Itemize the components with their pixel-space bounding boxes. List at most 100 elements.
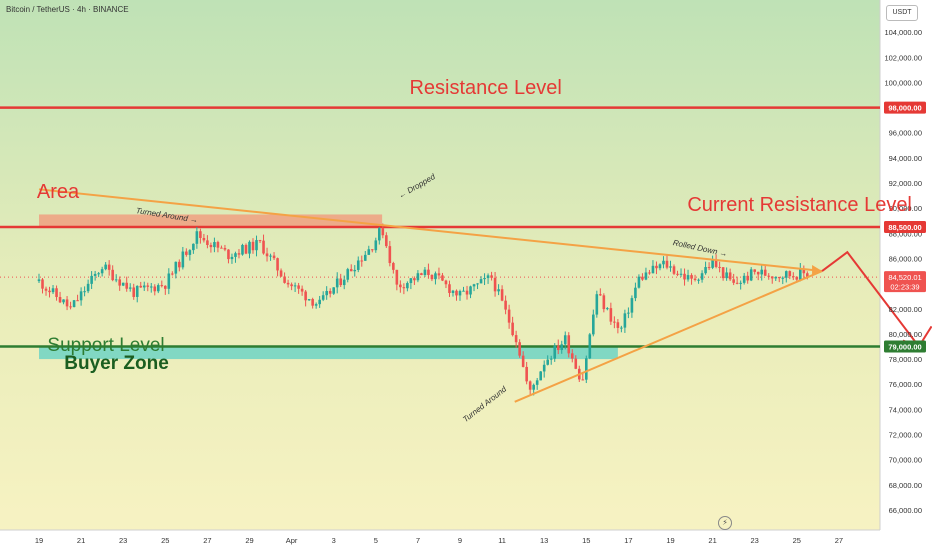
candle-body <box>62 299 65 303</box>
candle-body <box>676 273 679 275</box>
candle-body <box>37 279 41 282</box>
candle-body <box>132 287 136 297</box>
candle-79 <box>314 302 318 309</box>
candle-217 <box>799 262 802 282</box>
candle-body <box>560 344 564 351</box>
candle-body <box>483 278 486 280</box>
candle-body <box>402 287 406 289</box>
candle-body <box>455 290 458 296</box>
candle-46 <box>199 228 202 244</box>
candle-8 <box>65 296 69 311</box>
candle-body <box>697 279 700 281</box>
candle-27 <box>132 283 136 300</box>
candle-body <box>665 260 669 268</box>
candle-136 <box>514 330 518 348</box>
candle-58 <box>241 243 244 256</box>
candle-162 <box>606 307 609 311</box>
candle-83 <box>328 288 332 298</box>
candle-59 <box>244 243 248 255</box>
candle-172 <box>641 273 644 281</box>
y-tick-label: 96,000.00 <box>889 129 922 138</box>
candle-163 <box>609 302 613 325</box>
candle-157 <box>588 332 592 360</box>
last-price-label: 84,520.01 <box>888 273 921 282</box>
candle-89 <box>349 264 353 272</box>
candle-152 <box>570 349 574 363</box>
x-tick-label: 9 <box>458 536 462 545</box>
candle-body <box>672 266 676 274</box>
y-tick-label: 88,000.00 <box>889 229 922 238</box>
candle-2 <box>44 286 48 296</box>
candle-17 <box>97 271 100 278</box>
x-tick-label: 19 <box>35 536 43 545</box>
x-tick-label: 19 <box>666 536 674 545</box>
candle-body <box>328 290 332 294</box>
candle-43 <box>188 249 192 261</box>
candle-144 <box>542 360 546 378</box>
y-tick-label: 74,000.00 <box>889 405 922 414</box>
candle-body <box>269 255 272 257</box>
candle-body <box>346 269 350 280</box>
candle-72 <box>290 282 293 291</box>
candle-body <box>732 279 735 283</box>
candle-body <box>279 270 283 277</box>
candle-body <box>595 294 599 315</box>
candle-body <box>202 237 206 241</box>
y-tick-label: 92,000.00 <box>889 179 922 188</box>
candle-173 <box>644 267 648 281</box>
candle-body <box>749 269 753 281</box>
candle-body <box>760 269 764 275</box>
candle-148 <box>556 339 560 355</box>
candle-60 <box>248 240 251 259</box>
candle-209 <box>770 276 774 284</box>
x-tick-label: 29 <box>245 536 253 545</box>
candle-body <box>514 335 518 343</box>
candle-body <box>76 300 79 302</box>
symbol-title: Bitcoin / TetherUS · 4h · BINANCE <box>6 5 129 14</box>
candle-61 <box>251 238 255 254</box>
candle-139 <box>525 361 528 385</box>
candle-body <box>469 286 472 295</box>
candle-body <box>392 263 395 270</box>
candle-167 <box>623 309 627 333</box>
candle-body <box>48 290 51 293</box>
candle-93 <box>363 251 367 261</box>
candle-76 <box>304 289 307 307</box>
lightning-icon[interactable]: ⚡ <box>718 516 732 530</box>
candle-123 <box>469 285 472 299</box>
x-tick-label: 15 <box>582 536 590 545</box>
candle-body <box>767 275 771 277</box>
x-tick-label: 23 <box>751 536 759 545</box>
candle-body <box>153 286 157 292</box>
candle-body <box>381 228 385 236</box>
x-tick-label: 17 <box>624 536 632 545</box>
candle-body <box>655 265 658 269</box>
candle-178 <box>662 256 665 269</box>
candle-body <box>213 242 216 248</box>
candle-body <box>525 366 528 382</box>
candle-95 <box>370 249 374 253</box>
candle-body <box>707 267 711 269</box>
candle-body <box>549 358 553 360</box>
candle-body <box>307 299 311 301</box>
currency-button[interactable]: USDT <box>886 5 918 21</box>
candle-body <box>167 273 171 289</box>
candle-158 <box>592 309 595 337</box>
candle-155 <box>581 373 585 381</box>
candle-131 <box>497 284 500 296</box>
candle-62 <box>255 235 258 257</box>
candle-body <box>746 275 749 281</box>
candle-67 <box>272 252 276 260</box>
candle-31 <box>146 282 150 292</box>
y-tick-label: 102,000.00 <box>884 53 922 62</box>
candle-118 <box>451 289 455 297</box>
y-tick-label: 78,000.00 <box>889 355 922 364</box>
candle-212 <box>781 276 785 285</box>
candle-body <box>111 269 114 281</box>
candle-78 <box>311 297 314 309</box>
candle-4 <box>51 285 55 295</box>
candle-body <box>641 276 644 280</box>
candle-body <box>234 253 237 257</box>
candle-202 <box>746 271 749 284</box>
